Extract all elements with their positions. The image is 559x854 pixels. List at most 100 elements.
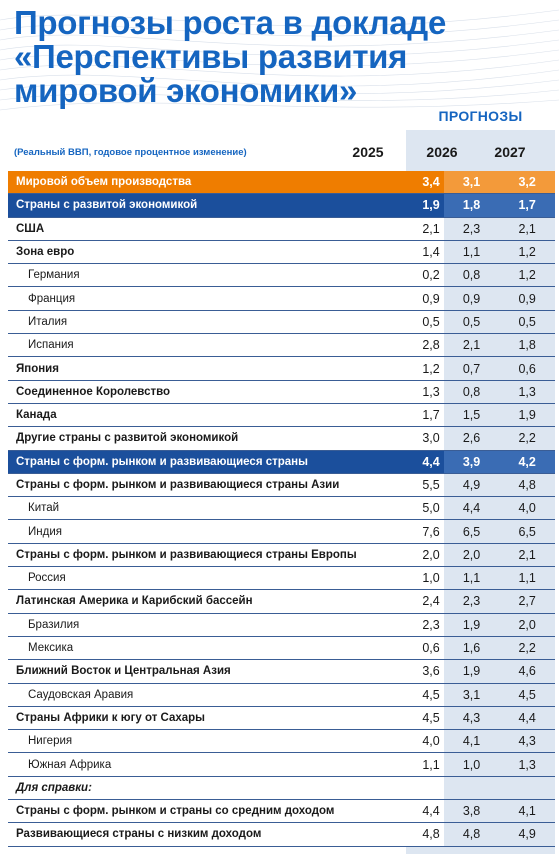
value-2027: 4,4	[499, 706, 555, 731]
value-2026: 4,4	[443, 496, 500, 521]
value-2026: 4,8	[443, 822, 500, 847]
value-2027: 3,2	[499, 171, 555, 195]
value-2026: 0,7	[443, 356, 500, 381]
table-header: (Реальный ВВП, годовое процентное измене…	[0, 138, 559, 168]
title-line-1: Прогнозы роста в докладе	[14, 4, 446, 41]
value-2027: 1,3	[499, 380, 555, 404]
value-2027: 2,1	[499, 543, 555, 568]
row-label: Страны с форм. рынком и развивающиеся ст…	[8, 450, 357, 474]
value-2025: 4,4	[356, 799, 444, 824]
value-2026: 1,6	[443, 636, 500, 661]
value-2027: 2,0	[499, 613, 555, 637]
table-row: Индия 7,6 6,5 6,5	[8, 519, 555, 544]
row-label: Нигерия	[8, 729, 357, 754]
value-2025: 1,0	[356, 566, 444, 591]
row-label: Россия	[8, 566, 357, 591]
table-row: Япония 1,2 0,7 0,6	[8, 356, 555, 381]
table-row: Россия 1,0 1,1 1,1	[8, 566, 555, 591]
value-2027: 0,9	[499, 286, 555, 311]
table-row: Ближний Восток и Центральная Азия 3,6 1,9 4…	[8, 659, 555, 684]
value-2026: 6,5	[443, 519, 500, 544]
value-2025: 0,6	[356, 636, 444, 661]
value-2025: 4,0	[356, 729, 444, 754]
value-2026: 2,3	[443, 217, 500, 241]
units-note: (Реальный ВВП, годовое процентное измене…	[14, 147, 247, 158]
value-2025: 0,2	[356, 263, 444, 288]
value-2025: 2,0	[356, 543, 444, 568]
row-label: Другие страны с развитой экономикой	[8, 426, 357, 451]
row-label: Для справки:	[8, 776, 357, 801]
background-wave-pattern	[0, 9, 559, 111]
row-label: Мировой объем производства	[8, 171, 357, 195]
growth-forecast-table: Мировой объем производства 3,4 3,1 3,2 Стран…	[8, 171, 555, 847]
value-2025: 7,6	[356, 519, 444, 544]
value-2026: 1,1	[443, 566, 500, 591]
value-2025: 4,5	[356, 683, 444, 707]
value-2027: 2,7	[499, 589, 555, 614]
table-row: Южная Африка 1,1 1,0 1,3	[8, 752, 555, 777]
row-label: Италия	[8, 310, 357, 335]
value-2025: 0,5	[356, 310, 444, 335]
value-2027: 1,3	[499, 752, 555, 777]
row-label: Испания	[8, 333, 357, 358]
value-2025: 5,5	[356, 473, 444, 498]
title-line-2: «Перспективы развития	[14, 38, 408, 75]
value-2026: 2,6	[443, 426, 500, 451]
table-row: Нигерия 4,0 4,1 4,3	[8, 729, 555, 754]
table-row: Страны с развитой экономикой 1,9 1,8 1,7	[8, 193, 555, 218]
row-label: Страны с развитой экономикой	[8, 193, 357, 218]
value-2026: 2,0	[443, 543, 500, 568]
value-2025: 0,9	[356, 286, 444, 311]
value-2027: 1,9	[499, 403, 555, 428]
table-row: Страны с форм. рынком и развивающиеся ст…	[8, 473, 555, 498]
value-2026: 3,9	[443, 450, 500, 474]
value-2025: 3,4	[356, 171, 444, 195]
value-2026: 0,8	[443, 380, 500, 404]
row-label: Латинская Америка и Карибский бассейн	[8, 589, 357, 614]
row-label: Франция	[8, 286, 357, 311]
value-2026: 1,1	[443, 240, 500, 265]
table-row: Испания 2,8 2,1 1,8	[8, 333, 555, 358]
value-2027: 2,2	[499, 636, 555, 661]
value-2026: 2,3	[443, 589, 500, 614]
value-2027: 1,2	[499, 240, 555, 265]
value-2025: 1,1	[356, 752, 444, 777]
value-2026: 4,1	[443, 729, 500, 754]
value-2027: 4,5	[499, 683, 555, 707]
row-label: Индия	[8, 519, 357, 544]
row-label: Развивающиеся страны с низким доходом	[8, 822, 357, 847]
row-label: Страны Африки к югу от Сахары	[8, 706, 357, 731]
value-2025: 2,3	[356, 613, 444, 637]
value-2025: 2,8	[356, 333, 444, 358]
page-title: Прогнозы роста в докладе «Перспективы ра…	[14, 6, 446, 108]
table-row: Страны Африки к югу от Сахары 4,5 4,3 4,4	[8, 706, 555, 731]
value-2027: 4,1	[499, 799, 555, 824]
value-2027: 6,5	[499, 519, 555, 544]
table-row: Саудовская Аравия 4,5 3,1 4,5	[8, 683, 555, 707]
table-row: Развивающиеся страны с низким доходом 4,8…	[8, 822, 555, 847]
value-2027: 1,1	[499, 566, 555, 591]
value-2026: 1,0	[443, 752, 500, 777]
row-label: Соединенное Королевство	[8, 380, 357, 404]
value-2026: 0,5	[443, 310, 500, 335]
value-2027: 4,6	[499, 659, 555, 684]
value-2025: 3,6	[356, 659, 444, 684]
year-header-2027: 2027	[494, 144, 526, 160]
value-2026	[443, 776, 500, 801]
table-row: Мировой объем производства 3,4 3,1 3,2	[8, 171, 555, 195]
table-row: Другие страны с развитой экономикой 3,0 2,…	[8, 426, 555, 451]
value-2027: 1,7	[499, 193, 555, 218]
value-2026: 3,8	[443, 799, 500, 824]
value-2025: 1,7	[356, 403, 444, 428]
value-2025: 4,8	[356, 822, 444, 847]
row-label: Страны с форм. рынком и развивающиеся ст…	[8, 473, 357, 498]
value-2027: 4,9	[499, 822, 555, 847]
value-2027: 1,8	[499, 333, 555, 358]
row-label: Мексика	[8, 636, 357, 661]
value-2026: 3,1	[443, 683, 500, 707]
value-2025: 4,4	[356, 450, 444, 474]
value-2025: 2,4	[356, 589, 444, 614]
table-row: Бразилия 2,3 1,9 2,0	[8, 613, 555, 637]
value-2026: 4,9	[443, 473, 500, 498]
row-label: Бразилия	[8, 613, 357, 637]
